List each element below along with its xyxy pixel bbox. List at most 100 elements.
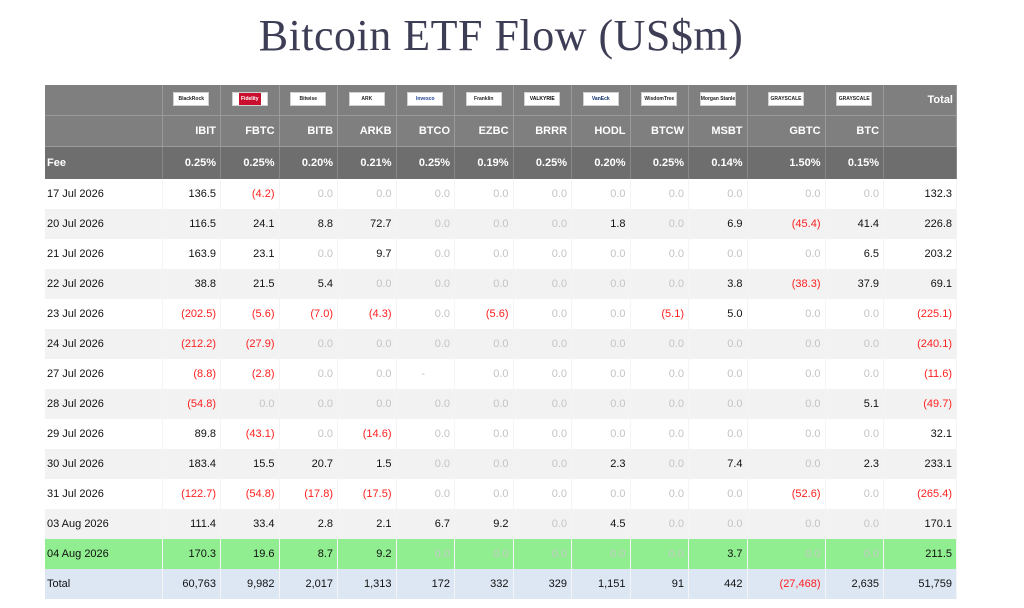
- flow-value: 9.7: [337, 239, 397, 269]
- fee-row: Fee 0.25% 0.25% 0.20% 0.21% 0.25% 0.19% 0.25% 0.…: [45, 146, 957, 179]
- flow-value: 0.0: [454, 539, 514, 569]
- flow-value: 5.1: [825, 389, 885, 419]
- flow-value: 41.4: [825, 209, 885, 239]
- flow-value: 0.0: [513, 419, 573, 449]
- flow-value: (212.2): [162, 329, 222, 359]
- logo-corner-cell: [45, 85, 163, 116]
- flow-value: 3.8: [688, 269, 748, 299]
- fee-value: 0.14%: [688, 146, 748, 179]
- flow-value: 2.3: [825, 449, 885, 479]
- ticker-header: BTC: [825, 115, 885, 147]
- flow-value: 0.0: [825, 359, 885, 389]
- flow-value: 33.4: [220, 509, 280, 539]
- flow-value: 0.0: [688, 359, 748, 389]
- flow-value: 0.0: [571, 239, 631, 269]
- row-date: 28 Jul 2026: [45, 389, 163, 419]
- flow-value: 0.0: [279, 389, 339, 419]
- total-column-header: Total: [883, 85, 957, 116]
- flow-value: -: [396, 359, 456, 389]
- flow-value: 0.0: [630, 389, 690, 419]
- row-date: 20 Jul 2026: [45, 209, 163, 239]
- flow-value: 0.0: [630, 479, 690, 509]
- ticker-header: GBTC: [747, 115, 826, 147]
- row-total: 211.5: [883, 539, 957, 569]
- fee-value: 0.25%: [396, 146, 456, 179]
- flow-value: 0.0: [513, 269, 573, 299]
- total-value: 91: [630, 569, 690, 599]
- table-row: 24 Jul 2026 (212.2) (27.9) 0.0 0.0 0.0 0.0 0.0 0…: [45, 329, 957, 359]
- flow-value: (17.5): [337, 479, 397, 509]
- flow-value: 0.0: [337, 359, 397, 389]
- issuer-logo-cell: VALKYRIE: [513, 85, 573, 116]
- flow-value: 21.5: [220, 269, 280, 299]
- flow-value: (122.7): [162, 479, 222, 509]
- flow-value: 0.0: [630, 449, 690, 479]
- flow-value: (4.3): [337, 299, 397, 329]
- total-value: 329: [513, 569, 573, 599]
- fee-value: 0.20%: [571, 146, 631, 179]
- flow-value: 0.0: [454, 449, 514, 479]
- flow-value: 2.1: [337, 509, 397, 539]
- ticker-total-cell: [883, 115, 957, 147]
- flow-value: 0.0: [337, 329, 397, 359]
- issuer-logo-cell: VanEck: [571, 85, 631, 116]
- flow-value: (8.8): [162, 359, 222, 389]
- row-total: 132.3: [883, 179, 957, 209]
- flow-value: 6.5: [825, 239, 885, 269]
- row-total: (11.6): [883, 359, 957, 389]
- table-row: 29 Jul 2026 89.8 (43.1) 0.0 (14.6) 0.0 0.0 0.0 0…: [45, 419, 957, 449]
- flow-value: 9.2: [337, 539, 397, 569]
- flow-value: 0.0: [630, 359, 690, 389]
- flow-value: 0.0: [396, 179, 456, 209]
- flow-rows: 17 Jul 2026 136.5 (4.2) 0.0 0.0 0.0 0.0 0.0 0.0 0…: [45, 179, 957, 599]
- flow-value: 7.4: [688, 449, 748, 479]
- total-value: 1,313: [337, 569, 397, 599]
- total-value: 2,635: [825, 569, 885, 599]
- total-value: 9,982: [220, 569, 280, 599]
- flow-value: 0.0: [337, 389, 397, 419]
- issuer-logo: Morgan Stanley: [699, 91, 736, 106]
- flow-value: 0.0: [396, 389, 456, 419]
- flow-value: 72.7: [337, 209, 397, 239]
- ticker-header: BTCO: [396, 115, 456, 147]
- flow-value: 0.0: [571, 269, 631, 299]
- row-date: 27 Jul 2026: [45, 359, 163, 389]
- flow-value: 116.5: [162, 209, 222, 239]
- flow-value: 0.0: [513, 209, 573, 239]
- flow-value: 0.0: [513, 479, 573, 509]
- flow-value: 15.5: [220, 449, 280, 479]
- flow-value: 0.0: [688, 179, 748, 209]
- flow-value: (17.8): [279, 479, 339, 509]
- flow-value: 6.9: [688, 209, 748, 239]
- flow-value: 0.0: [454, 239, 514, 269]
- issuer-logo-cell: Morgan Stanley: [688, 85, 748, 116]
- ticker-header: IBIT: [162, 115, 222, 147]
- flow-value: 1.5: [337, 449, 397, 479]
- flow-value: 0.0: [630, 269, 690, 299]
- flow-value: 0.0: [396, 449, 456, 479]
- flow-value: 6.7: [396, 509, 456, 539]
- fee-value: 1.50%: [747, 146, 826, 179]
- flow-value: 0.0: [454, 389, 514, 419]
- flow-value: (5.6): [220, 299, 280, 329]
- flow-value: 9.2: [454, 509, 514, 539]
- flow-value: 0.0: [513, 359, 573, 389]
- flow-value: 136.5: [162, 179, 222, 209]
- flow-value: 37.9: [825, 269, 885, 299]
- flow-value: (5.6): [454, 299, 514, 329]
- totals-label: Total: [45, 569, 163, 599]
- flow-value: 0.0: [337, 179, 397, 209]
- ticker-header: EZBC: [454, 115, 514, 147]
- issuer-logo-cell: Invesco: [396, 85, 456, 116]
- row-total: (225.1): [883, 299, 957, 329]
- flow-value: 0.0: [630, 539, 690, 569]
- flow-value: 0.0: [337, 269, 397, 299]
- issuer-logo-cell: Fidelity: [220, 85, 280, 116]
- row-date: 29 Jul 2026: [45, 419, 163, 449]
- flow-value: 0.0: [688, 419, 748, 449]
- flow-value: 0.0: [396, 239, 456, 269]
- fee-value: 0.25%: [220, 146, 280, 179]
- flow-value: 0.0: [396, 209, 456, 239]
- flow-value: 0.0: [825, 419, 885, 449]
- flow-value: 5.4: [279, 269, 339, 299]
